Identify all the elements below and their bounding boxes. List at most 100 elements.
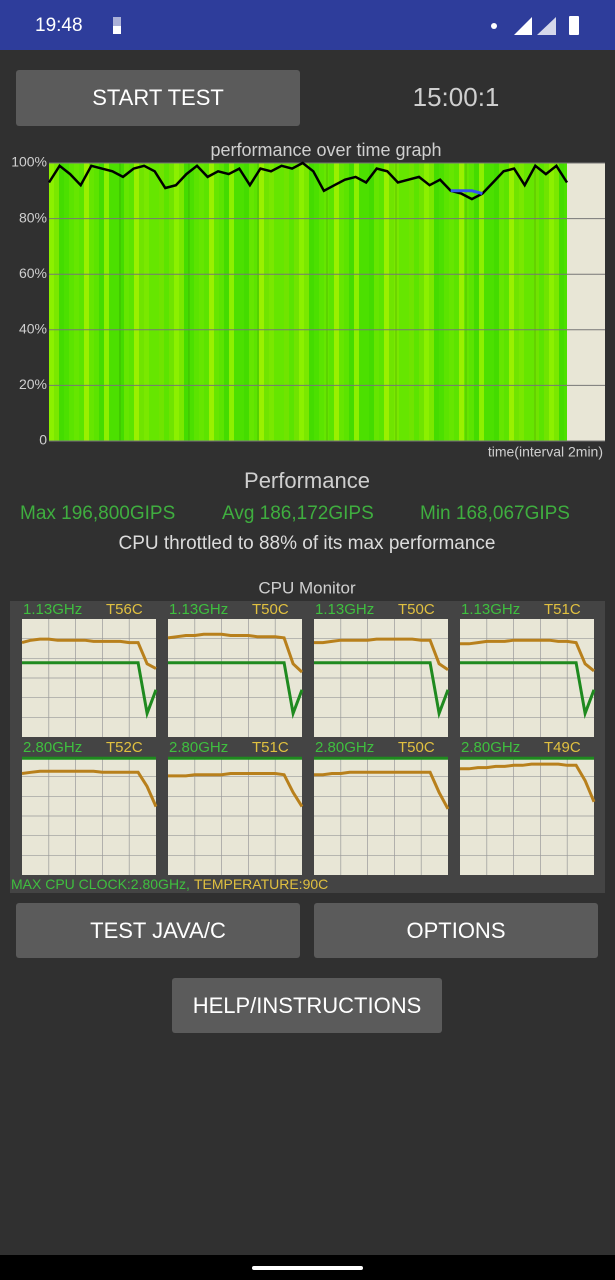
stripe (509, 163, 514, 441)
temperature-line (460, 762, 596, 803)
stripe (209, 163, 214, 441)
temperature-line (314, 770, 450, 810)
stripe (154, 163, 159, 441)
stripe (194, 163, 199, 441)
stripe (179, 163, 184, 441)
y-tick-label: 60% (19, 265, 47, 281)
stripe (184, 163, 189, 441)
stripe (169, 163, 174, 441)
stripe (109, 163, 114, 441)
temperature-line (21, 769, 158, 808)
signal-icon (514, 17, 532, 35)
stripe (444, 163, 449, 441)
stripe (249, 163, 254, 441)
wifi-icon (537, 17, 556, 35)
graph-title: performance over time graph (210, 140, 441, 160)
stripe (469, 163, 474, 441)
stripe (114, 163, 119, 441)
stripe (439, 163, 444, 441)
stripe (494, 163, 499, 441)
core-clock: 1.13GHz (315, 601, 374, 618)
button-label: HELP/INSTRUCTIONS (193, 993, 422, 1018)
stripe (264, 163, 269, 441)
y-tick-label: 20% (19, 376, 47, 392)
stripe (49, 163, 54, 441)
stripe (189, 163, 194, 441)
stripe (354, 163, 359, 441)
test-button[interactable]: TEST JAVA/C (16, 903, 300, 958)
core-clock: 2.80GHz (461, 739, 520, 756)
stripe (199, 163, 204, 441)
stripe (544, 163, 549, 441)
monitor-title: CPU Monitor (258, 578, 356, 597)
temperature-line (167, 632, 304, 674)
stripe (99, 163, 104, 441)
button-bg (314, 903, 598, 958)
stripe (454, 163, 459, 441)
stripe (559, 163, 564, 441)
stripe (344, 163, 349, 441)
monitor-footer: MAX CPU CLOCK:2.80GHz, TEMPERATURE:90C (11, 876, 328, 892)
stripe (434, 163, 439, 441)
stripe (539, 163, 544, 441)
battery-level (113, 26, 121, 34)
stripe (269, 163, 274, 441)
stripe (244, 163, 249, 441)
stripe (69, 163, 74, 441)
timer: 15:00:1 (413, 82, 500, 112)
home-pill[interactable] (252, 1266, 363, 1270)
stripe (534, 163, 539, 441)
clock-line (460, 661, 596, 720)
core-clock: 2.80GHz (23, 739, 82, 756)
core-clock: 1.13GHz (461, 601, 520, 618)
stripe (374, 163, 379, 441)
core-clock: 1.13GHz (23, 601, 82, 618)
stripe (409, 163, 414, 441)
help-button[interactable]: HELP/INSTRUCTIONS (172, 978, 442, 1033)
stripe (84, 163, 89, 441)
perf-min: Min 168,067GIPS (420, 503, 570, 524)
stripe (359, 163, 364, 441)
max-temperature: TEMPERATURE:90C (194, 876, 328, 892)
stripe (519, 163, 524, 441)
monitor: 1.13GHz T56C 1.13GHz T50C 1.13GHz T50C 1.13GHz… (21, 601, 596, 875)
stripe (529, 163, 534, 441)
temperature-line (21, 637, 157, 670)
start-button[interactable]: START TEST (16, 70, 300, 126)
stripe (329, 163, 334, 441)
stripe (554, 163, 559, 441)
core-temperature: T50C (398, 739, 435, 756)
stripe (294, 163, 299, 441)
stripe (204, 163, 209, 441)
stripe (364, 163, 369, 441)
stripe (424, 163, 429, 441)
x-axis-label: time(interval 2min) (488, 444, 603, 460)
stripe (449, 163, 454, 441)
core-clock: 2.80GHz (169, 739, 228, 756)
stripe (564, 163, 567, 441)
stripe (144, 163, 149, 441)
dot-icon (491, 23, 497, 29)
stripe (164, 163, 169, 441)
options-button[interactable]: OPTIONS (314, 903, 598, 958)
core-clock: 2.80GHz (315, 739, 374, 756)
stripe (64, 163, 69, 441)
stripes (49, 163, 567, 441)
stripe (314, 163, 319, 441)
stripe (259, 163, 264, 441)
button-label: START TEST (92, 85, 224, 110)
stripe (404, 163, 409, 441)
stripe (309, 163, 314, 441)
core-clock: 1.13GHz (169, 601, 228, 618)
core-temperature: T50C (252, 601, 289, 618)
stripe (429, 163, 434, 441)
stripe (319, 163, 324, 441)
stripe (484, 163, 489, 441)
stripe (489, 163, 494, 441)
stripe (419, 163, 424, 441)
stripe (174, 163, 179, 441)
stripe (339, 163, 344, 441)
perf-avg: Avg 186,172GIPS (222, 503, 374, 524)
button-bg (172, 978, 442, 1033)
